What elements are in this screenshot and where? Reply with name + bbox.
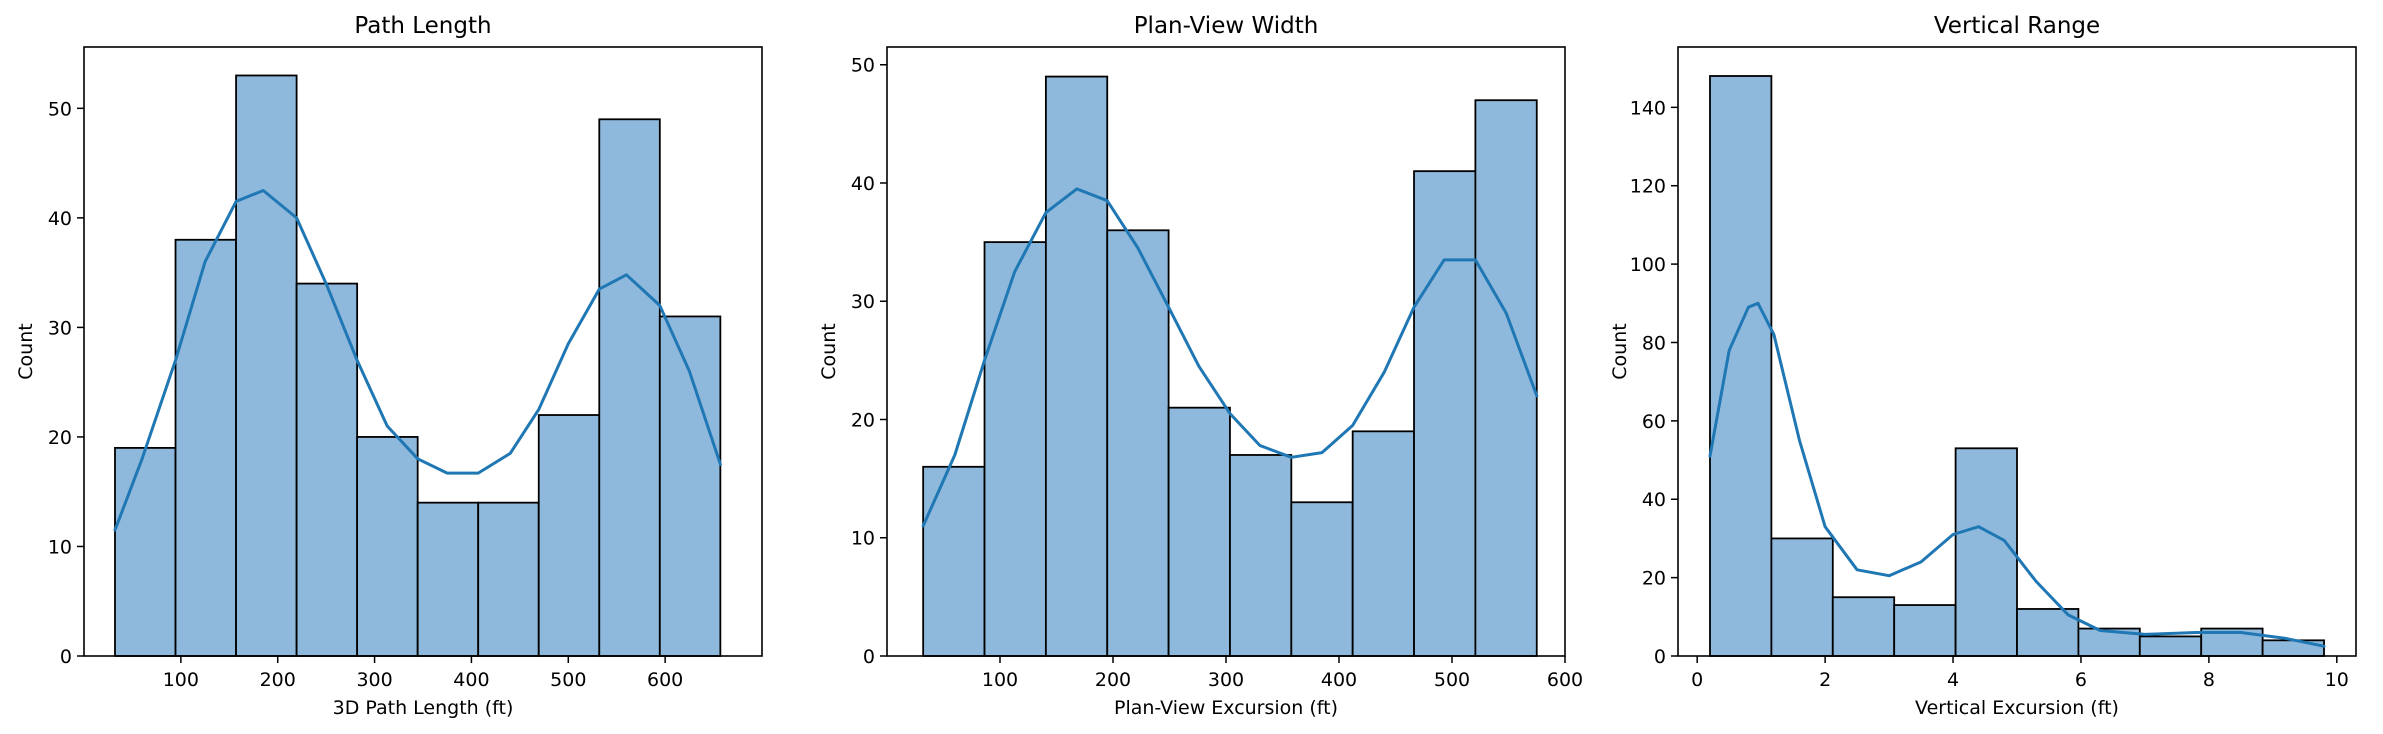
histogram-bar xyxy=(477,501,540,657)
x-tick-label: 100 xyxy=(982,669,1018,691)
y-tick-label: 0 xyxy=(1654,646,1666,668)
x-tick-label: 6 xyxy=(2075,669,2087,691)
histogram-bar xyxy=(922,465,986,657)
y-tick-label: 10 xyxy=(48,536,72,558)
y-tick-label: 0 xyxy=(863,646,875,668)
histogram-bar xyxy=(114,446,177,657)
histogram-bar xyxy=(658,315,722,657)
y-axis-label: Count xyxy=(15,323,37,379)
histogram-bar xyxy=(356,436,419,657)
y-tick-label: 30 xyxy=(48,317,72,339)
x-tick-label: 300 xyxy=(356,669,392,691)
histogram-bar xyxy=(983,241,1047,657)
y-tick-label: 100 xyxy=(1630,254,1666,276)
histogram-bar xyxy=(1106,229,1170,657)
y-tick-label: 40 xyxy=(48,208,72,230)
y-tick-label: 30 xyxy=(851,291,875,313)
kde-curve xyxy=(1708,301,2326,648)
y-tick-label: 20 xyxy=(1642,568,1666,590)
y-tick-label: 20 xyxy=(48,427,72,449)
kde-curve xyxy=(921,187,1539,528)
x-tick-label: 400 xyxy=(1321,669,1357,691)
histogram-bar xyxy=(416,501,480,657)
histogram-bar xyxy=(1893,604,1957,657)
histogram-bar xyxy=(2138,635,2203,657)
y-tick-label: 10 xyxy=(851,528,875,550)
y-tick-label: 120 xyxy=(1630,176,1666,198)
x-axis-label: Vertical Excursion (ft) xyxy=(1915,697,2119,719)
histogram-bar xyxy=(174,238,237,657)
y-tick-label: 20 xyxy=(851,409,875,431)
plot-frame xyxy=(1677,46,2357,657)
histogram-bar xyxy=(598,118,661,657)
x-tick-label: 10 xyxy=(2325,669,2349,691)
y-tick-label: 80 xyxy=(1642,332,1666,354)
y-tick-label: 60 xyxy=(1642,411,1666,433)
histogram-bar xyxy=(1770,537,1834,657)
x-tick-label: 8 xyxy=(2203,669,2215,691)
x-tick-label: 0 xyxy=(1691,669,1703,691)
x-axis-label: Plan-View Excursion (ft) xyxy=(1114,697,1338,719)
x-tick-label: 4 xyxy=(1947,669,1959,691)
x-tick-label: 200 xyxy=(260,669,296,691)
y-tick-label: 0 xyxy=(60,646,72,668)
x-axis-label: 3D Path Length (ft) xyxy=(333,697,514,719)
histogram-bar xyxy=(235,74,298,657)
y-tick-label: 40 xyxy=(1642,489,1666,511)
histogram-bar xyxy=(1831,596,1896,657)
x-tick-label: 600 xyxy=(647,669,683,691)
x-tick-label: 500 xyxy=(550,669,586,691)
histogram-bar xyxy=(1474,99,1538,657)
y-tick-label: 140 xyxy=(1630,97,1666,119)
x-tick-label: 600 xyxy=(1547,669,1583,691)
histogram-bar xyxy=(295,282,359,657)
x-tick-label: 500 xyxy=(1434,669,1470,691)
histogram-bar xyxy=(1351,430,1415,657)
histogram-panel-plan-view-width: 100 200 300 400 500 600 0 10 20 30 40 50 Plan-View W… xyxy=(818,13,1583,719)
y-axis-label: Count xyxy=(1609,323,1631,379)
x-tick-label: 100 xyxy=(163,669,199,691)
histogram-bar xyxy=(1954,447,2018,657)
chart-title: Vertical Range xyxy=(1934,13,2100,39)
x-tick-label: 400 xyxy=(453,669,489,691)
histogram-bar xyxy=(1229,454,1293,657)
kde-curve xyxy=(113,189,722,532)
histogram-bar xyxy=(1413,170,1477,657)
y-axis-label: Count xyxy=(818,323,840,379)
histogram-bar xyxy=(1290,501,1354,657)
histogram-bar xyxy=(1044,75,1109,657)
x-tick-label: 300 xyxy=(1208,669,1244,691)
y-tick-label: 50 xyxy=(851,55,875,77)
x-tick-label: 2 xyxy=(1819,669,1831,691)
y-tick-label: 40 xyxy=(851,173,875,195)
x-tick-label: 200 xyxy=(1095,669,1131,691)
histogram-bar xyxy=(1709,75,1773,657)
histogram-panel-path-length: 100 200 300 400 500 600 0 10 20 30 40 50 Path Length… xyxy=(15,13,763,719)
y-tick-label: 50 xyxy=(48,98,72,120)
plot-frame xyxy=(83,46,763,657)
chart-title: Path Length xyxy=(354,13,491,39)
chart-title: Plan-View Width xyxy=(1134,13,1319,39)
histogram-bar xyxy=(2261,639,2325,657)
histogram-bar xyxy=(537,414,601,657)
histogram-bar xyxy=(1167,406,1231,657)
